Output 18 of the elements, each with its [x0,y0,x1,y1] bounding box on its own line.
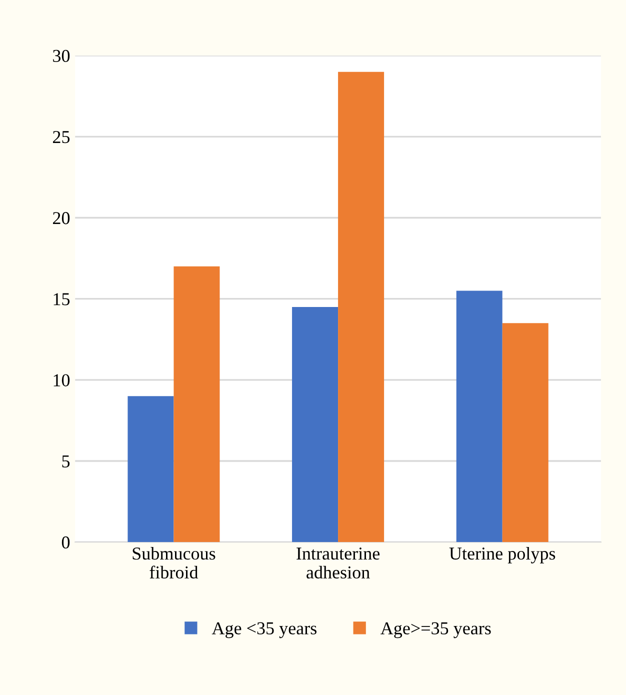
x-tick-label: Submucous fibroid [132,546,216,579]
bar [502,323,548,542]
y-tick-label: 5 [62,455,70,468]
y-tick-label: 0 [62,536,70,549]
bar [128,396,174,542]
x-tick-label: Intrauterine adhesion [296,548,380,579]
y-tick-label: 20 [52,212,70,224]
bar [292,306,338,542]
bar [338,72,384,542]
y-tick-label: 10 [54,374,70,386]
y-tick-label: 15 [54,293,70,306]
bar [456,290,502,542]
y-tick-label: 30 [53,50,70,62]
legend-label: Age <35 years [212,622,316,638]
y-tick-label: 25 [52,130,70,144]
legend-label: Age>=35 years [380,622,491,638]
x-tick-label: Uterine polyps [449,546,556,564]
bar [174,266,220,542]
